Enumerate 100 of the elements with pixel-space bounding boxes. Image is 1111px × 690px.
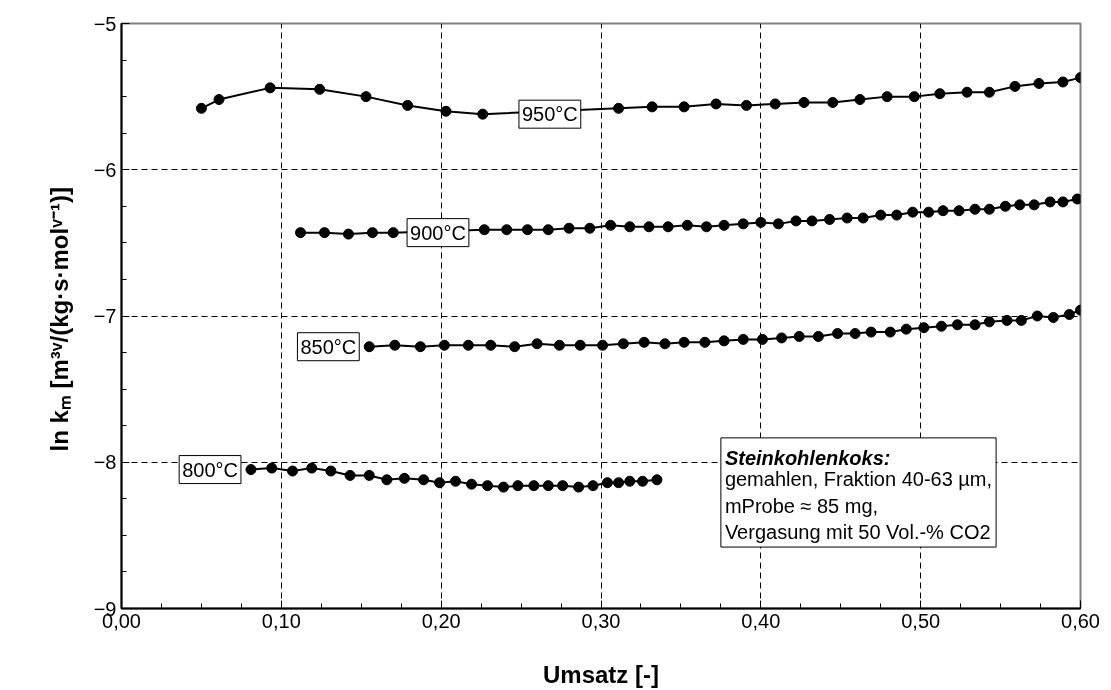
point [983,86,995,98]
point [466,478,478,490]
point [605,219,617,231]
point [969,203,981,215]
point [434,477,446,489]
point [884,326,896,338]
point [699,336,711,348]
point [969,319,981,331]
point [875,209,887,221]
point [790,215,802,227]
point [542,224,554,236]
y-tick-label: −8 [93,451,117,474]
x-tick-label: 0,10 [261,609,301,632]
point [360,91,372,103]
y-tick-label: −5 [93,12,117,35]
annotation: gemahlen, Fraktion 40-63 µm, mProbe ≈ 85 mg, Vergasung mit 50 Vol.-% CO2 [724,468,993,544]
point [342,228,354,240]
point [1057,76,1069,88]
point [266,462,278,474]
point [812,330,824,342]
point [542,480,554,492]
point [462,339,474,351]
point [440,105,452,117]
point [638,336,650,348]
annotation: Steinkohlenkoks: [724,447,891,470]
point [478,224,490,236]
point [772,218,784,230]
point [485,339,497,351]
point [398,472,410,484]
point [793,330,805,342]
x-axis-title: Umsatz [-] [543,660,660,688]
point [935,320,947,332]
point [824,213,836,225]
point [521,224,533,236]
point [318,227,330,239]
point [381,474,393,486]
point [755,216,767,228]
point [827,96,839,108]
point [659,338,671,350]
point [907,206,919,218]
point [908,91,920,103]
x-tick-label: 0,20 [421,609,461,632]
point [613,102,625,114]
point [306,462,318,474]
point [953,205,965,217]
point [983,316,995,328]
point [501,224,513,236]
point [387,227,399,239]
point [325,465,337,477]
point [574,339,586,351]
x-tick-label: 0,30 [581,609,621,632]
point [245,464,257,476]
point [951,319,963,331]
x-tick-label: 0,50 [901,609,941,632]
annotation: 850°C [300,335,357,358]
point [363,469,375,481]
point [737,333,749,345]
point [295,227,307,239]
point [584,222,596,234]
annotation: 900°C [410,221,466,244]
point [1014,199,1026,211]
point [512,480,524,492]
point [1009,80,1021,92]
point [740,99,752,111]
point [601,477,613,489]
point [418,474,430,486]
point [287,465,299,477]
point [509,341,521,353]
y-tick-label: −7 [93,305,117,327]
point [710,98,722,110]
point [678,336,690,348]
point [213,94,225,106]
point [662,221,674,233]
point [900,323,912,335]
point [776,332,788,344]
point [651,474,663,486]
point [737,218,749,230]
point [1044,196,1056,208]
annotation: 800°C [182,458,238,481]
point [1028,199,1040,211]
x-tick-label: 0,60 [1061,609,1100,632]
point [1033,77,1045,89]
point [637,475,649,487]
point [531,338,543,350]
point [438,339,450,351]
point [553,339,565,351]
point [681,219,693,231]
x-tick-label: 0,40 [741,609,781,632]
point [1015,314,1027,326]
y-tick-label: −6 [93,158,117,181]
point [344,469,356,481]
point [587,480,599,492]
point [1057,196,1069,208]
point [613,477,625,489]
point [264,82,276,94]
point [756,333,768,345]
point [1001,314,1013,326]
point [402,99,414,111]
point [937,205,949,217]
point [1047,311,1059,323]
